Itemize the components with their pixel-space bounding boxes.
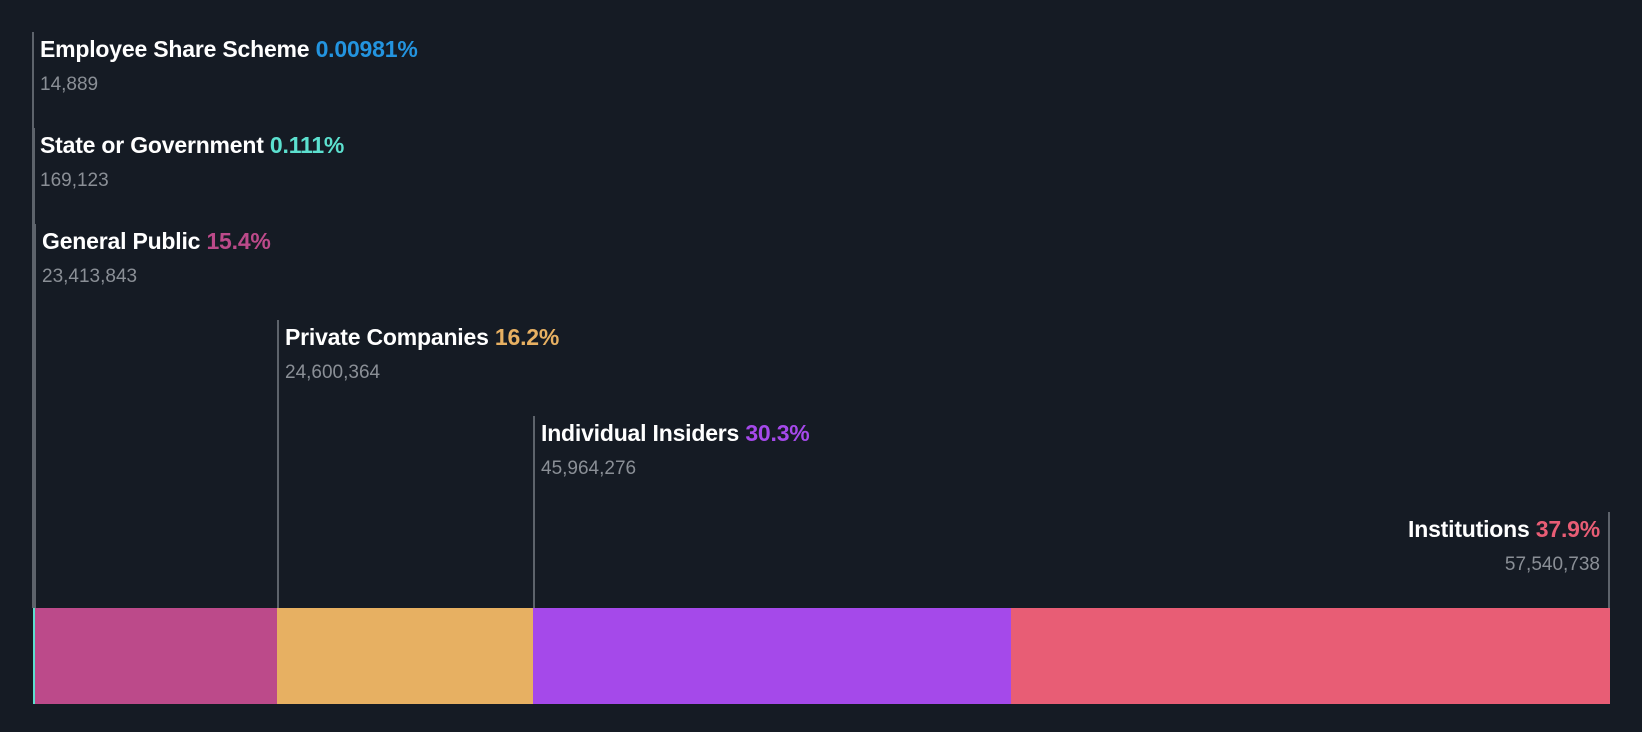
leader-line-individual-insiders <box>533 416 535 608</box>
leader-line-institutions <box>1608 512 1610 608</box>
segment-name: Employee Share Scheme <box>40 36 310 62</box>
bar-segment-private-companies[interactable] <box>277 608 533 704</box>
segment-percent: 0.00981% <box>315 36 418 62</box>
segment-shares: 45,964,276 <box>541 458 637 479</box>
segment-shares: 14,889 <box>40 74 99 95</box>
label-employee-share-scheme: Employee Share Scheme 0.00981% 14,889 <box>40 35 418 97</box>
segment-shares: 23,413,843 <box>42 266 138 287</box>
bar-segment-general-public[interactable] <box>35 608 277 704</box>
segment-name: Institutions <box>1408 516 1530 542</box>
leader-line-general-public <box>34 224 36 608</box>
segment-percent: 0.111% <box>269 132 345 158</box>
bar-segment-institutions[interactable] <box>1011 608 1610 704</box>
segment-percent: 30.3% <box>745 420 810 446</box>
label-institutions: Institutions 37.9% 57,540,738 <box>1408 515 1600 577</box>
segment-name: Private Companies <box>285 324 489 350</box>
bar-segment-state-or-government[interactable] <box>33 608 35 704</box>
segment-name: Individual Insiders <box>541 420 740 446</box>
segment-percent: 37.9% <box>1535 516 1600 542</box>
segment-shares: 57,540,738 <box>1504 554 1600 575</box>
segment-percent: 15.4% <box>206 228 271 254</box>
label-general-public: General Public 15.4% 23,413,843 <box>42 227 271 289</box>
label-individual-insiders: Individual Insiders 30.3% 45,964,276 <box>541 419 810 481</box>
label-state-or-government: State or Government 0.111% 169,123 <box>40 131 344 193</box>
segment-shares: 169,123 <box>40 170 109 191</box>
segment-percent: 16.2% <box>494 324 560 350</box>
segment-name: General Public <box>42 228 201 254</box>
segment-name: State or Government <box>40 132 264 158</box>
label-private-companies: Private Companies 16.2% 24,600,364 <box>285 323 559 385</box>
leader-line-private-companies <box>277 320 279 608</box>
bar-segment-individual-insiders[interactable] <box>533 608 1011 704</box>
segment-shares: 24,600,364 <box>285 362 381 383</box>
